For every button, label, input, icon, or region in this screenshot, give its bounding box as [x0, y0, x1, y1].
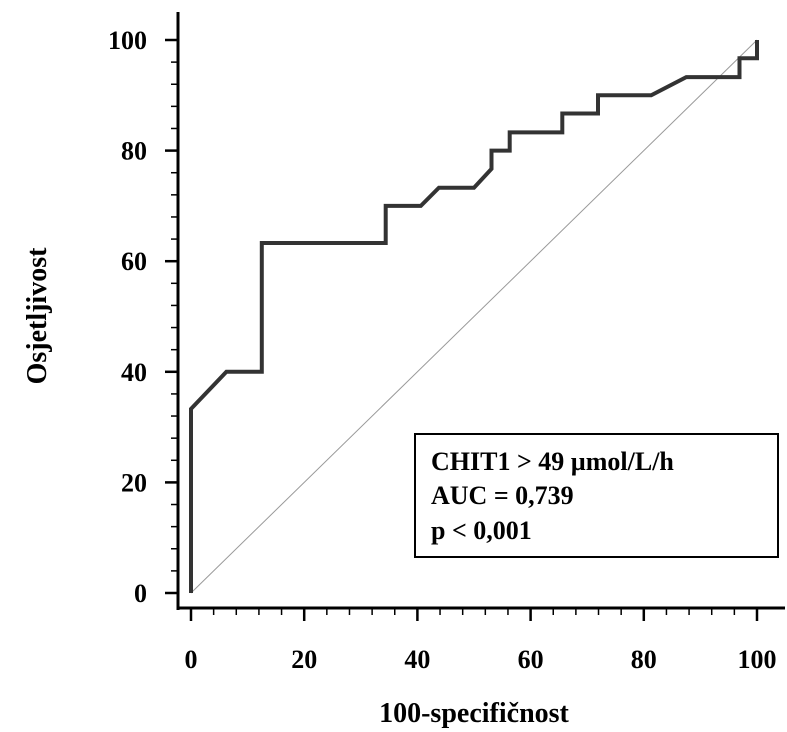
legend-frame: [414, 433, 779, 558]
y-tick-label: 100: [108, 26, 147, 55]
reference-line-layer: [190, 39, 758, 594]
y-tick-label: 20: [121, 468, 147, 497]
x-tick-label: 40: [404, 645, 430, 674]
x-tick-label: 100: [738, 645, 777, 674]
y-tick-label: 80: [121, 137, 147, 166]
legend-line-1: CHIT1 > 49 µmol/L/h: [431, 447, 674, 476]
x-tick-label: 20: [291, 645, 317, 674]
x-tick-label: 60: [518, 645, 544, 674]
x-ticks: 0 20 40 60 80 100: [185, 608, 777, 674]
roc-curve-layer: [189, 40, 759, 593]
y-axis-title: Osjetljivost: [22, 247, 53, 385]
y-tick-label: 60: [121, 247, 147, 276]
y-ticks: 0 20 40 60 80 100: [108, 26, 178, 608]
legend-line-2: AUC = 0,739: [431, 481, 574, 510]
reference-diagonal-line: [190, 39, 758, 594]
x-tick-label: 0: [185, 645, 198, 674]
x-tick-label: 80: [631, 645, 657, 674]
legend-box: CHIT1 > 49 µmol/L/h AUC = 0,739 p < 0,00…: [414, 433, 779, 558]
axes: [176, 12, 785, 610]
y-tick-label: 40: [121, 358, 147, 387]
y-tick-label: 0: [134, 579, 147, 608]
legend-line-3: p < 0,001: [431, 516, 532, 545]
roc-curve-line: [189, 40, 759, 593]
x-axis-title: 100-specifičnost: [379, 698, 569, 729]
